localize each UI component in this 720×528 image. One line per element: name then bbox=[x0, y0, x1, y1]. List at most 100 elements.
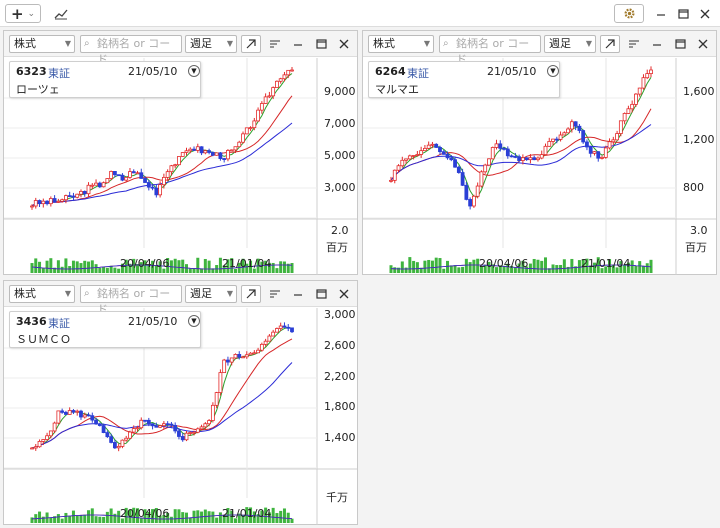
price-axis-tick: 1,400 bbox=[324, 431, 356, 444]
popout-button[interactable] bbox=[241, 35, 261, 53]
candle bbox=[577, 125, 582, 131]
candle bbox=[626, 108, 631, 114]
volume-bar bbox=[188, 268, 192, 273]
price-axis-tick: 2,200 bbox=[324, 369, 356, 383]
price-chart[interactable] bbox=[4, 58, 357, 275]
symbol-search-input[interactable]: ⌕ 銘柄名 or コード bbox=[80, 35, 182, 66]
chevron-down-icon: ▼ bbox=[226, 289, 233, 298]
panel-close-button[interactable] bbox=[334, 285, 354, 303]
close-icon bbox=[339, 289, 349, 299]
volume-unit-label: 百万 bbox=[326, 241, 348, 254]
volume-bar bbox=[49, 258, 53, 273]
candle bbox=[237, 354, 242, 358]
chart-panel-2: 株式 ▼ ⌕ 銘柄名 or コード 週足 ▼ 6264 東証 21/05/10 ▼ マ… bbox=[362, 30, 717, 275]
period-select[interactable]: 週足 ▼ bbox=[185, 285, 237, 303]
window-minimize-button[interactable] bbox=[652, 4, 670, 23]
volume-bar bbox=[513, 267, 517, 273]
candle bbox=[90, 184, 95, 187]
volume-bar bbox=[260, 510, 264, 523]
volume-bar bbox=[83, 260, 87, 273]
add-chart-button[interactable]: + ⌄ bbox=[5, 4, 41, 23]
candle bbox=[150, 186, 155, 189]
period-select[interactable]: 週足 ▼ bbox=[185, 35, 237, 53]
chart-area[interactable]: 6323 東証 21/05/10 ▼ ローツェ 9,000 7,000 5,000 3… bbox=[4, 58, 357, 275]
indicator-menu-button[interactable] bbox=[624, 35, 644, 53]
volume-bar bbox=[117, 510, 121, 523]
panel-maximize-button[interactable] bbox=[311, 35, 331, 53]
volume-bar bbox=[264, 507, 268, 523]
chevron-down-icon[interactable]: ▼ bbox=[188, 65, 200, 77]
candle bbox=[558, 134, 563, 140]
candle bbox=[222, 158, 227, 160]
volume-bar bbox=[233, 518, 237, 523]
volume-bar bbox=[132, 507, 136, 523]
window-close-button[interactable] bbox=[696, 4, 714, 23]
maximize-icon bbox=[674, 39, 686, 49]
market-type-select[interactable]: 株式 ▼ bbox=[368, 35, 434, 53]
candle bbox=[86, 184, 91, 195]
volume-bar bbox=[604, 266, 608, 273]
panel-close-button[interactable] bbox=[334, 35, 354, 53]
candle bbox=[456, 166, 461, 173]
price-axis-tick: 5,000 bbox=[324, 149, 356, 162]
volume-bar bbox=[241, 258, 245, 273]
symbol-search-input[interactable]: ⌕ 銘柄名 or コード bbox=[80, 285, 182, 316]
volume-bar bbox=[230, 510, 234, 523]
popout-button[interactable] bbox=[241, 285, 261, 303]
indicator-menu-button[interactable] bbox=[265, 35, 285, 53]
symbol-search-input[interactable]: ⌕ 銘柄名 or コード bbox=[439, 35, 541, 66]
volume-bar bbox=[442, 268, 446, 273]
market-type-select[interactable]: 株式 ▼ bbox=[9, 35, 75, 53]
volume-bar bbox=[132, 258, 136, 273]
panel-minimize-button[interactable] bbox=[647, 35, 667, 53]
chevron-down-icon[interactable]: ▼ bbox=[188, 315, 200, 327]
volume-bar bbox=[64, 258, 68, 273]
volume-bar bbox=[540, 260, 544, 273]
panel-close-button[interactable] bbox=[693, 35, 713, 53]
market-type-select[interactable]: 株式 ▼ bbox=[9, 285, 75, 303]
candle bbox=[252, 352, 257, 355]
panel-minimize-button[interactable] bbox=[288, 285, 308, 303]
period-select[interactable]: 週足 ▼ bbox=[544, 35, 596, 53]
volume-bar bbox=[279, 261, 283, 273]
price-chart[interactable] bbox=[363, 58, 716, 275]
volume-bar bbox=[252, 268, 256, 273]
price-axis-tick: 3,000 bbox=[324, 308, 356, 321]
candle bbox=[41, 439, 46, 442]
candle bbox=[214, 152, 219, 156]
symbol-name: ローツェ bbox=[16, 83, 60, 96]
panel-minimize-button[interactable] bbox=[288, 35, 308, 53]
panel-maximize-button[interactable] bbox=[670, 35, 690, 53]
settings-button[interactable] bbox=[614, 4, 644, 23]
price-axis-tick: 9,000 bbox=[324, 85, 356, 98]
chart-type-button[interactable] bbox=[50, 4, 72, 23]
candle bbox=[502, 147, 506, 150]
search-placeholder: 銘柄名 or コード bbox=[97, 287, 171, 316]
candle bbox=[226, 150, 230, 160]
indicator-menu-button[interactable] bbox=[265, 285, 285, 303]
chevron-down-icon[interactable]: ▼ bbox=[547, 65, 559, 77]
volume-axis-tick: 3.0 bbox=[690, 224, 708, 237]
volume-bar bbox=[275, 268, 279, 273]
volume-bar bbox=[56, 514, 60, 523]
candle bbox=[199, 146, 204, 154]
chart-area[interactable]: 6264 東証 21/05/10 ▼ マルマエ 1,600 1,200 800 3.… bbox=[363, 58, 716, 275]
price-chart[interactable] bbox=[4, 308, 357, 525]
volume-bar bbox=[562, 259, 566, 273]
volume-bar bbox=[282, 508, 286, 523]
candle bbox=[184, 150, 189, 153]
volume-bar bbox=[596, 257, 600, 273]
volume-bar bbox=[397, 267, 401, 273]
volume-bar bbox=[177, 260, 181, 273]
candle bbox=[271, 331, 276, 337]
candle bbox=[600, 156, 604, 159]
moving-average-line bbox=[390, 108, 652, 181]
candle bbox=[517, 156, 522, 161]
panel-maximize-button[interactable] bbox=[311, 285, 331, 303]
candle bbox=[400, 159, 405, 167]
popout-button[interactable] bbox=[600, 35, 620, 53]
volume-bar bbox=[94, 264, 98, 273]
candle bbox=[120, 439, 125, 447]
chart-area[interactable]: 3436 東証 21/05/10 ▼ ＳＵＭＣＯ 3,000 2,600 2,200… bbox=[4, 308, 357, 525]
window-maximize-button[interactable] bbox=[674, 4, 692, 23]
